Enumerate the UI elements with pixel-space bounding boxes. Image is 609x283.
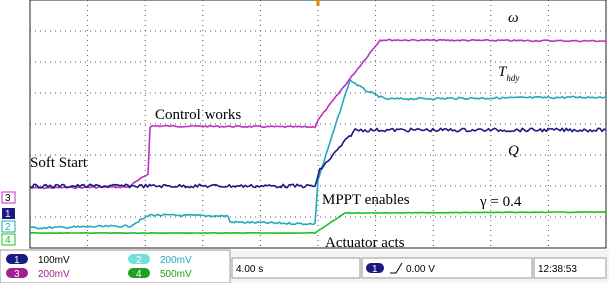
label-t-sub: hdy	[506, 73, 519, 83]
channel-panel	[0, 250, 230, 283]
label-control-works: Control works	[155, 107, 241, 123]
trigger-level: 0.00 V	[406, 264, 435, 275]
trigger-channel: 1	[372, 264, 378, 275]
marker-label: 4	[5, 235, 11, 246]
ch-scale: 200mV	[38, 269, 70, 280]
ch-id: 4	[136, 269, 142, 280]
ch-scale: 100mV	[38, 255, 70, 266]
timebase: 4.00 s	[236, 264, 263, 275]
label-omega: ω	[508, 10, 519, 26]
ch-id: 3	[14, 269, 20, 280]
ch-id: 1	[14, 255, 20, 266]
background	[0, 0, 609, 283]
status-bar: 1 100mV 2 200mV 3 200mV 4 500mV 4.00 s 1…	[0, 250, 609, 283]
label-q: Q	[508, 143, 519, 159]
trigger-box	[362, 258, 532, 278]
marker-label: 3	[5, 193, 11, 204]
oscilloscope-screen: ω Thdy Q γ = 0.4 Control works Soft Star…	[0, 0, 609, 283]
label-soft-start: Soft Start	[30, 155, 88, 171]
clock: 12:38:53	[538, 264, 577, 275]
ch-id: 2	[136, 255, 142, 266]
marker-label: 2	[5, 222, 11, 233]
label-actuator-acts: Actuator acts	[325, 235, 405, 251]
ch-scale: 200mV	[160, 255, 192, 266]
label-mppt-enables: MPPT enables	[322, 192, 410, 208]
marker-label: 1	[5, 209, 11, 220]
label-gamma: γ = 0.4	[479, 194, 522, 210]
ch-scale: 500mV	[160, 269, 192, 280]
channel-markers: 3 1 2 4	[2, 192, 15, 246]
